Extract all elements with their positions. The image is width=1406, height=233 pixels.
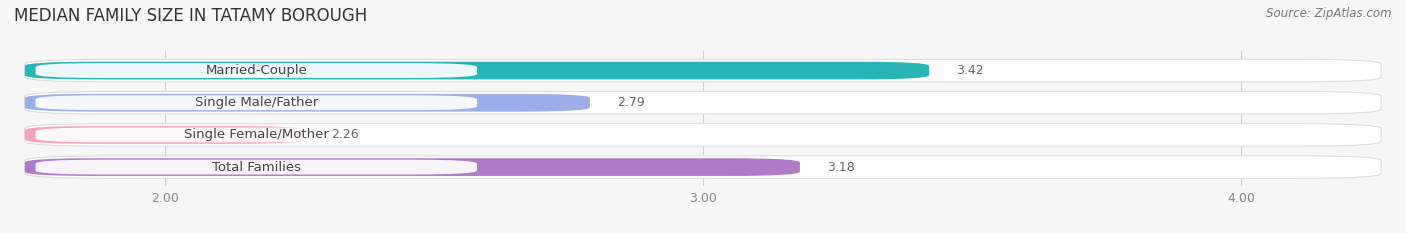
FancyBboxPatch shape: [25, 92, 1381, 114]
FancyBboxPatch shape: [25, 126, 305, 144]
Text: Single Male/Father: Single Male/Father: [194, 96, 318, 109]
FancyBboxPatch shape: [25, 62, 929, 79]
Text: 3.42: 3.42: [956, 64, 984, 77]
FancyBboxPatch shape: [35, 127, 477, 142]
Text: 2.26: 2.26: [332, 128, 360, 141]
Text: MEDIAN FAMILY SIZE IN TATAMY BOROUGH: MEDIAN FAMILY SIZE IN TATAMY BOROUGH: [14, 7, 367, 25]
FancyBboxPatch shape: [35, 160, 477, 175]
Text: Source: ZipAtlas.com: Source: ZipAtlas.com: [1267, 7, 1392, 20]
FancyBboxPatch shape: [25, 158, 800, 176]
Text: Married-Couple: Married-Couple: [205, 64, 307, 77]
FancyBboxPatch shape: [35, 63, 477, 78]
FancyBboxPatch shape: [35, 95, 477, 110]
Text: Single Female/Mother: Single Female/Mother: [184, 128, 329, 141]
Text: 2.79: 2.79: [617, 96, 644, 109]
Text: 3.18: 3.18: [827, 161, 855, 174]
FancyBboxPatch shape: [25, 124, 1381, 146]
FancyBboxPatch shape: [25, 94, 591, 112]
FancyBboxPatch shape: [25, 156, 1381, 178]
Text: Total Families: Total Families: [212, 161, 301, 174]
FancyBboxPatch shape: [25, 59, 1381, 82]
